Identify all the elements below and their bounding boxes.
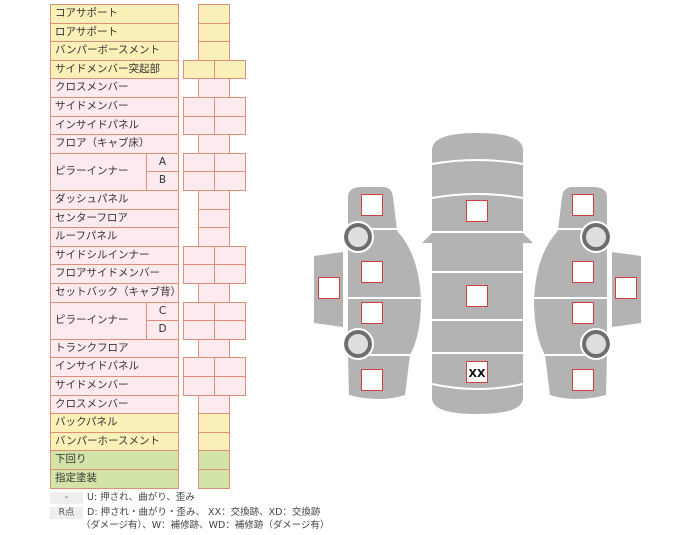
check-box[interactable]: [572, 261, 594, 283]
row-label: クロスメンバー: [50, 78, 179, 98]
check-box[interactable]: [572, 194, 594, 216]
wheel-icon: [582, 223, 610, 251]
row-sublabel: C: [146, 302, 179, 321]
check-box[interactable]: [318, 277, 340, 299]
legend-text-3: （ダメージ有）、W：補修跡、WD：補修跡（ダメージ有）: [81, 520, 330, 531]
check-box[interactable]: [361, 302, 383, 324]
row-label: ピラーインナー: [50, 302, 147, 340]
row-label: サイドシルインナー: [50, 246, 179, 265]
right-side-body: [534, 187, 607, 399]
row-label: バンパーボースメント: [50, 41, 179, 61]
legend-key-dash: -: [50, 492, 83, 504]
check-box[interactable]: [466, 200, 488, 222]
row-label: 指定塗装: [50, 469, 179, 489]
row-label: サイドメンバー突起部: [50, 60, 179, 79]
check-box[interactable]: [572, 302, 594, 324]
center-body: [432, 133, 523, 414]
row-label: クロスメンバー: [50, 395, 179, 414]
check-box[interactable]: [466, 361, 488, 383]
check-box[interactable]: [361, 261, 383, 283]
check-cell[interactable]: [214, 60, 246, 79]
wheel-icon: [344, 330, 372, 358]
center-arrow-left: [422, 233, 432, 243]
legend-text-1: U: 押され、曲がり、歪み: [87, 492, 195, 503]
row-label: バックパネル: [50, 413, 179, 433]
center-mark-3: XX: [469, 367, 486, 380]
legend-text-2: D: 押され・曲がり・歪み、 XX：交換跡、XD：交換跡: [87, 507, 321, 518]
wheel-icon: [582, 330, 610, 358]
check-cell[interactable]: [198, 469, 230, 489]
row-label: インサイドパネル: [50, 116, 179, 135]
check-box[interactable]: [572, 369, 594, 391]
row-label: ピラーインナー: [50, 153, 147, 191]
row-label: バンパーホースメント: [50, 432, 179, 451]
check-cell[interactable]: [214, 376, 246, 396]
check-box[interactable]: [615, 277, 637, 299]
legend-key-r: R点: [50, 507, 83, 519]
center-arrow-right: [523, 233, 533, 243]
row-label: サイドメンバー: [50, 97, 179, 117]
row-label: フロア（キャブ床）: [50, 134, 179, 154]
check-cell[interactable]: [214, 264, 246, 284]
left-side-body: [348, 187, 421, 399]
check-box[interactable]: [361, 194, 383, 216]
check-cell[interactable]: [214, 171, 246, 191]
wheel-icon: [344, 223, 372, 251]
check-cell[interactable]: [214, 116, 246, 135]
row-label: センターフロア: [50, 209, 179, 228]
check-cell[interactable]: [214, 320, 246, 340]
check-box[interactable]: [466, 285, 488, 307]
row-label: フロアサイドメンバー: [50, 264, 179, 284]
check-box[interactable]: [361, 369, 383, 391]
